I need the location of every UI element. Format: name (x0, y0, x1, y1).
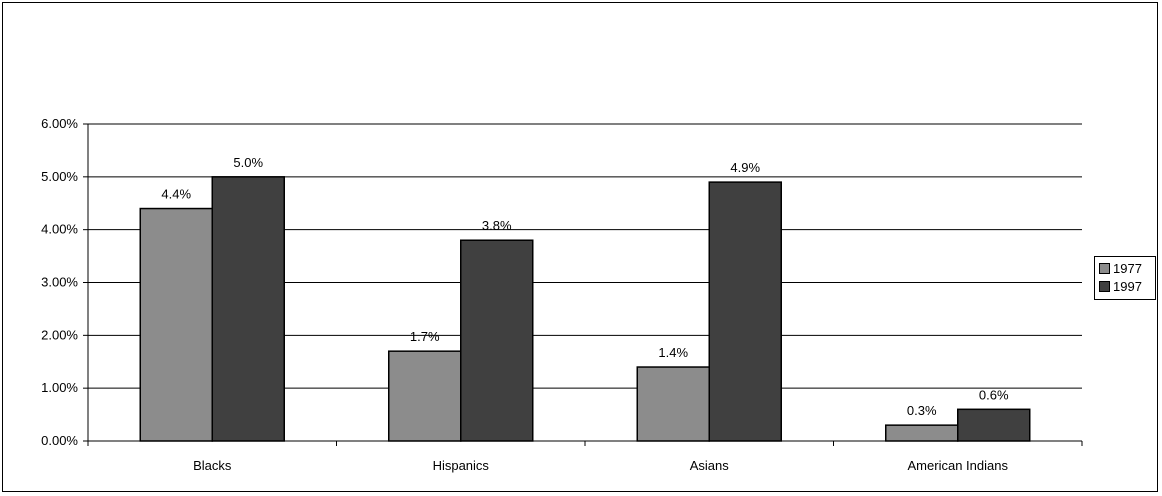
y-tick-label: 1.00% (41, 380, 78, 395)
y-tick-label: 0.00% (41, 433, 78, 448)
bar-1977-0 (139, 207, 213, 442)
data-label: 3.8% (482, 218, 512, 233)
x-tick-label: Blacks (193, 458, 232, 473)
bar-1997-2 (708, 181, 782, 442)
bar-1977-1 (388, 350, 462, 442)
data-label: 1.7% (410, 329, 440, 344)
legend-label-1997: 1997 (1113, 279, 1142, 294)
legend: 1977 1997 (1094, 256, 1156, 300)
legend-item-1977: 1977 (1099, 261, 1142, 277)
x-tick-label: Hispanics (433, 458, 490, 473)
y-tick-label: 4.00% (41, 222, 78, 237)
bar-1977-2 (636, 366, 710, 442)
data-label: 4.4% (161, 187, 191, 202)
data-label: 4.9% (730, 160, 760, 175)
legend-swatch-1997 (1099, 281, 1110, 292)
y-tick-label: 6.00% (41, 116, 78, 131)
bar-1977-3 (885, 424, 959, 442)
y-tick-label: 5.00% (41, 169, 78, 184)
data-label: 1.4% (658, 345, 688, 360)
bar-1997-3 (957, 408, 1031, 442)
legend-item-1997: 1997 (1099, 279, 1142, 295)
data-label: 5.0% (233, 155, 263, 170)
bar-1997-0 (211, 176, 285, 442)
legend-swatch-1977 (1099, 263, 1110, 274)
legend-label-1977: 1977 (1113, 261, 1142, 276)
x-tick-label: American Indians (908, 458, 1009, 473)
bar-1997-1 (460, 239, 534, 442)
y-tick-label: 3.00% (41, 275, 78, 290)
y-tick-label: 2.00% (41, 327, 78, 342)
data-label: 0.3% (907, 403, 937, 418)
data-label: 0.6% (979, 387, 1009, 402)
x-tick-label: Asians (690, 458, 730, 473)
